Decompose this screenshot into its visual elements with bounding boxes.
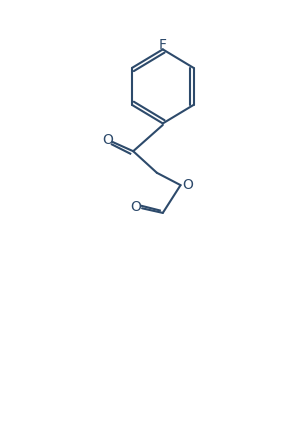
Text: O: O (103, 133, 113, 147)
Text: O: O (183, 178, 193, 192)
Text: O: O (131, 200, 141, 214)
Text: F: F (159, 38, 167, 52)
